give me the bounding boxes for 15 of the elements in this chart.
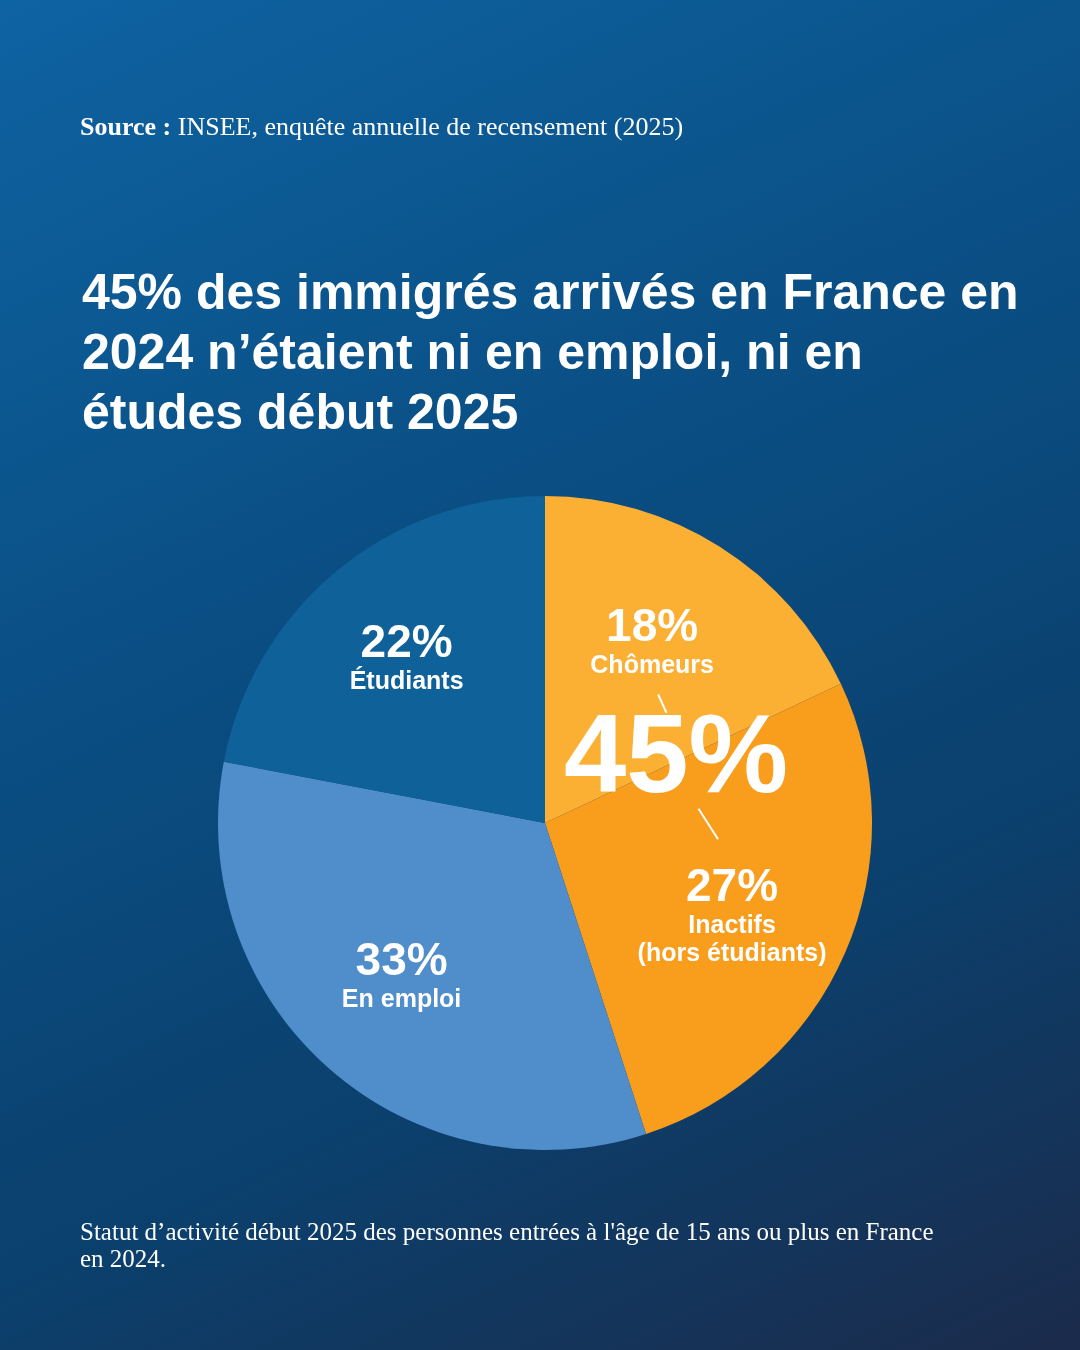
slice-label: En emploi [341, 983, 462, 1012]
data-label: 22% [360, 614, 453, 667]
pie-slice [223, 496, 545, 823]
data-label: 27% [686, 859, 779, 912]
pie-slice [545, 496, 841, 823]
data-label: 33% [355, 932, 448, 985]
pie-slice [545, 683, 872, 1134]
slice-label: Étudiants [349, 665, 464, 694]
source-note: Source : INSEE, enquête annuelle de recensement (2025) [80, 112, 684, 141]
slice-label: Chômeurs [590, 650, 714, 679]
slice-label: Inactifs (hors étudiants) [637, 910, 827, 967]
text: Statut d’activité début 2025 des personnes entrées à l'âge de 15 ans ou plus en France en 2024. [80, 1218, 935, 1272]
data-label: 18% [606, 599, 699, 652]
chart-title: 45% des immigrés arrivés en France en 2024 n’étaient ni en emploi, ni en études début 2025 [82, 263, 1020, 442]
text: 45% [564, 690, 789, 816]
